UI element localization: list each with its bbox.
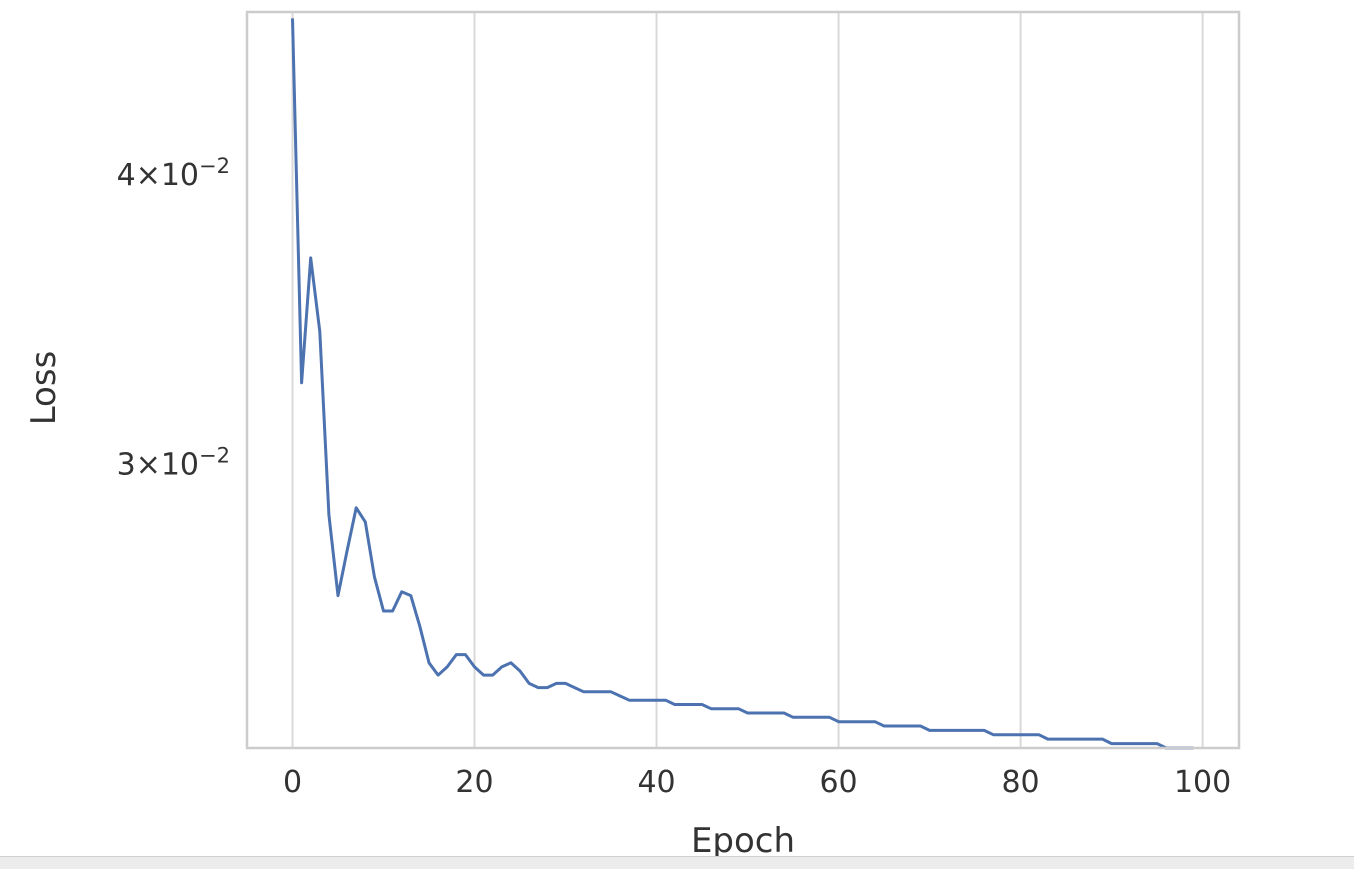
series-layer [291,18,1194,750]
y-tick-labels: 4×10−2 3×10−2 [117,154,230,482]
x-tick-label: 40 [637,765,675,800]
x-tick-label: 100 [1174,765,1231,800]
x-gridlines [291,12,1204,748]
x-tick-label: 20 [455,765,493,800]
x-tick-label: 80 [1001,765,1039,800]
x-tick-label: 0 [283,765,302,800]
plot-frame [245,10,1241,750]
window-bottom-bar [0,856,1354,869]
x-axis-label: Epoch [691,821,795,861]
x-tick-label: 60 [819,765,857,800]
x-tick-labels: 0 20 40 60 80 100 [283,765,1231,800]
y-tick-label: 3×10−2 [117,443,230,482]
y-axis-label: Loss [24,351,64,426]
loss-series-line [291,18,1194,750]
y-tick-label: 4×10−2 [117,154,230,193]
